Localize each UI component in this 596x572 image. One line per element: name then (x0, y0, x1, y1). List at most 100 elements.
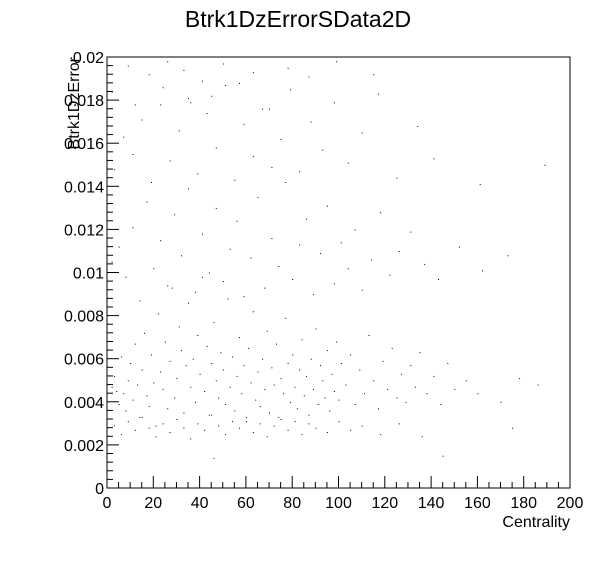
data-point (333, 391, 335, 392)
data-point (215, 147, 217, 149)
data-point (232, 356, 233, 358)
data-point (132, 227, 134, 229)
data-point (125, 276, 127, 278)
data-point (211, 95, 213, 97)
data-point (507, 255, 509, 257)
x-tick-label: 100 (325, 495, 352, 512)
data-point (162, 87, 164, 89)
data-point (333, 283, 335, 285)
data-point (201, 80, 203, 82)
data-point (160, 240, 162, 242)
data-point (322, 149, 324, 151)
data-point (292, 279, 294, 280)
y-tick-label: 0.01 (73, 266, 104, 283)
data-point (197, 335, 199, 336)
data-point (440, 404, 442, 405)
data-point (405, 401, 407, 403)
data-point (389, 274, 391, 276)
data-point (162, 423, 164, 425)
y-axis: 0 0.002 0.004 0.006 0.008 0.01 0.012 0.014 0.016… (64, 50, 119, 498)
data-point (120, 434, 122, 436)
y-tick-label: 0.018 (64, 93, 104, 110)
data-point (229, 386, 231, 388)
chart-title: Btrk1DzErrorSData2D (184, 6, 412, 32)
data-point (211, 414, 213, 416)
data-point (139, 300, 141, 302)
data-point (160, 371, 162, 373)
data-point (280, 378, 282, 380)
data-point (141, 369, 143, 371)
data-point (426, 393, 428, 395)
data-point (338, 399, 340, 401)
data-point (243, 365, 245, 367)
data-point (234, 410, 236, 412)
data-point (479, 184, 481, 186)
data-points (111, 61, 546, 459)
data-point (113, 375, 115, 377)
data-point (396, 397, 398, 399)
data-point (243, 123, 245, 125)
data-point (229, 248, 231, 250)
data-point (401, 373, 402, 375)
x-tick-label: 60 (237, 495, 255, 512)
data-point (241, 393, 243, 395)
data-point (333, 102, 335, 104)
data-point (111, 91, 113, 93)
data-point (320, 365, 321, 367)
data-point (222, 63, 224, 65)
data-point (118, 246, 120, 248)
data-point (340, 363, 342, 364)
data-point (178, 130, 180, 132)
data-point (269, 412, 270, 414)
data-point (315, 427, 317, 429)
data-point (248, 347, 250, 349)
data-point (433, 375, 435, 377)
data-point (289, 401, 291, 403)
data-point (262, 358, 264, 360)
y-tick-label: 0.02 (73, 50, 104, 67)
data-point (262, 108, 264, 110)
data-point (208, 272, 210, 274)
y-tick-label: 0.006 (64, 352, 104, 369)
data-point (331, 373, 333, 375)
data-point (132, 399, 134, 401)
data-point (273, 384, 275, 386)
data-point (197, 173, 199, 175)
data-point (250, 257, 252, 259)
data-point (294, 421, 296, 423)
x-tick-label: 140 (418, 495, 445, 512)
data-point (421, 436, 423, 438)
data-point (280, 138, 282, 140)
data-point (544, 164, 546, 166)
data-point (148, 406, 150, 408)
data-point (512, 427, 514, 429)
data-point (285, 317, 287, 319)
data-point (280, 419, 282, 420)
data-point (167, 61, 169, 63)
x-tick-label: 160 (464, 495, 491, 512)
data-point (155, 436, 157, 438)
data-point (197, 423, 199, 425)
data-point (132, 154, 134, 155)
data-point (368, 335, 370, 336)
data-point (153, 382, 155, 384)
data-point (414, 386, 416, 388)
data-point (329, 410, 331, 412)
data-point (324, 397, 326, 399)
data-point (259, 406, 261, 408)
data-point (164, 341, 166, 343)
data-point (308, 423, 310, 425)
data-point (236, 220, 238, 222)
data-point (313, 388, 314, 390)
data-point (326, 350, 328, 352)
data-point (171, 287, 173, 289)
data-point (447, 363, 449, 364)
data-point (438, 279, 439, 280)
y-tick-label: 0.014 (64, 179, 104, 196)
data-point (153, 268, 155, 270)
data-point (139, 416, 141, 418)
y-tick-label: 0.004 (64, 395, 104, 412)
x-tick-label: 40 (191, 495, 209, 512)
data-point (201, 233, 203, 235)
